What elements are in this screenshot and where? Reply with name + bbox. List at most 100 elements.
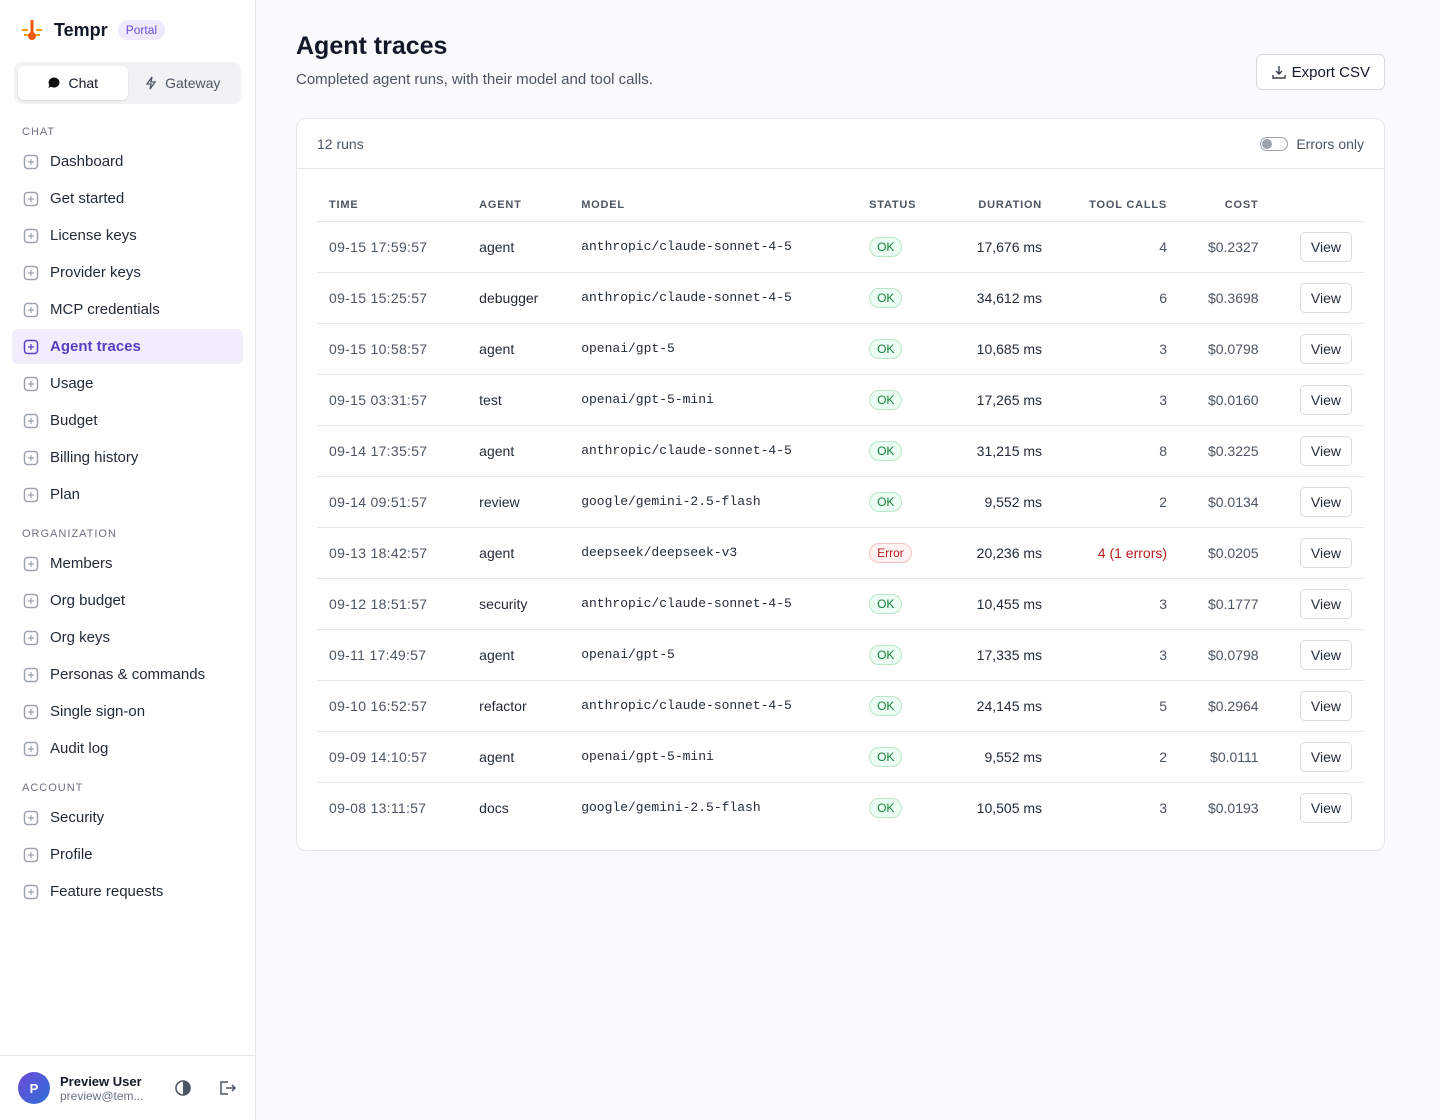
duration: 9,552 ms [944,731,1055,783]
nav-item[interactable]: Personas & commands [12,657,243,692]
model: anthropic/claude-sonnet-4-5 [569,578,858,630]
avatar: P [18,1072,50,1104]
tool-calls: 4 (1 errors) [1054,527,1180,579]
brand[interactable]: Tempr Portal [20,18,166,42]
nav-label: Org budget [50,592,126,609]
view-button[interactable]: View [1299,486,1352,517]
view-button[interactable]: View [1299,792,1352,823]
nav-item[interactable]: Get started [12,181,243,216]
column-header: AGENT [467,189,570,222]
cell: OK [857,221,945,273]
theme-toggle[interactable] [173,1078,193,1098]
nav-label: Profile [50,846,93,863]
nav-item[interactable]: Usage [12,366,243,401]
cell: OK [857,476,945,528]
nav-label: Members [50,555,113,572]
view-button[interactable]: View [1299,741,1352,772]
nav-item[interactable]: Org budget [12,583,243,618]
trace-row: 09-10 16:52:57 refactor anthropic/claude-s… [317,680,1364,732]
trace-row: 09-15 10:58:57 agent openai/gpt-5 OK 10,685 … [317,323,1364,375]
nav-item[interactable]: Feature requests [12,874,243,909]
badge: Portal [117,20,166,40]
table-body: 09-15 17:59:57 agent anthropic/claude-sonn… [317,221,1364,833]
mode-tabs: Chat Gateway [14,62,241,104]
export-button[interactable]: Export CSV [1255,54,1385,90]
nav-item[interactable]: Agent traces [12,329,243,364]
nav-item[interactable]: Security [12,800,243,835]
nav-item[interactable]: Plan [12,477,243,512]
nav-section-title: CHAT [22,126,56,138]
view-button[interactable]: View [1299,690,1352,721]
nav-label: License keys [50,227,137,244]
tool-calls: 6 [1054,272,1180,324]
nav-label: Org keys [50,629,111,646]
agent: agent [467,629,570,681]
tool-calls: 3 [1054,629,1180,681]
nav-icon [23,487,39,502]
model: openai/gpt-5 [569,323,858,375]
nav-item[interactable]: Members [12,546,243,581]
nav-icon [23,265,39,280]
nav-item[interactable]: Org keys [12,620,243,655]
cell: View [1270,578,1364,630]
duration: 10,505 ms [976,799,1043,816]
logout[interactable] [217,1078,237,1098]
status-pill: OK [869,491,903,512]
cell: View [1270,629,1364,681]
view-button[interactable]: View [1299,231,1352,262]
cell: OK [857,272,945,324]
traces-table: TIME AGENT MODEL STATUS DURATION TOOL CALLS CO… [317,189,1364,833]
nav-item[interactable]: Billing history [12,440,243,475]
view-button[interactable]: View [1299,537,1352,568]
nav-item[interactable]: Single sign-on [12,694,243,729]
duration: 31,215 ms [944,425,1055,477]
nav-label: Personas & commands [50,666,206,683]
nav-item[interactable]: MCP credentials [12,292,243,327]
agent: agent [467,221,570,273]
model: google/gemini-2.5-flash [569,476,858,528]
tool-calls: 5 [1054,680,1180,732]
errors-toggle[interactable]: Errors only [1260,136,1364,152]
column-header [1270,189,1364,222]
view-button[interactable]: View [1299,333,1352,364]
nav-icon [23,810,39,825]
tool-calls: 3 [1054,374,1180,426]
cost: $0.2964 [1179,680,1271,732]
agent: review [467,476,570,528]
user-email: preview@tem... [60,1088,144,1103]
tab[interactable]: Gateway [128,66,238,100]
nav-icon [23,847,39,862]
tab[interactable]: Chat [18,66,128,100]
card-toolbar: 12 runs Errors only [297,119,1384,169]
nav-section-title: ORGANIZATION [22,528,117,540]
nav-label: Billing history [50,449,139,466]
nav-item[interactable]: Audit log [12,731,243,766]
nav-item[interactable]: Profile [12,837,243,872]
model: anthropic/claude-sonnet-4-5 [569,272,858,324]
agent: test [467,374,570,426]
duration: 24,145 ms [944,680,1055,732]
time: 09-10 16:52:57 [317,680,468,732]
status-pill: OK [869,389,903,410]
nav-item[interactable]: License keys [12,218,243,253]
nav-item[interactable]: Provider keys [12,255,243,290]
nav-item[interactable]: Dashboard [12,144,243,179]
view-button[interactable]: View [1299,384,1352,415]
nav-label: Provider keys [50,264,141,281]
view-button[interactable]: View [1299,435,1352,466]
model: openai/gpt-5 [569,629,858,681]
cost: $0.0798 [1179,629,1271,681]
nav-icon [23,154,39,169]
view-button[interactable]: View [1299,588,1352,619]
trace-row: 09-14 09:51:57 review google/gemini-2.5-fl… [317,476,1364,528]
view-button[interactable]: View [1299,639,1352,670]
icon [1271,66,1286,79]
trace-row: 09-12 18:51:57 security anthropic/claude-s… [317,578,1364,630]
agent: agent [467,731,570,783]
time: 09-08 13:11:57 [329,799,427,816]
nav-item[interactable]: Budget [12,403,243,438]
agent: agent [467,527,570,579]
cell: View [1270,323,1364,375]
model: openai/gpt-5-mini [569,374,858,426]
view-button[interactable]: View [1299,282,1352,313]
